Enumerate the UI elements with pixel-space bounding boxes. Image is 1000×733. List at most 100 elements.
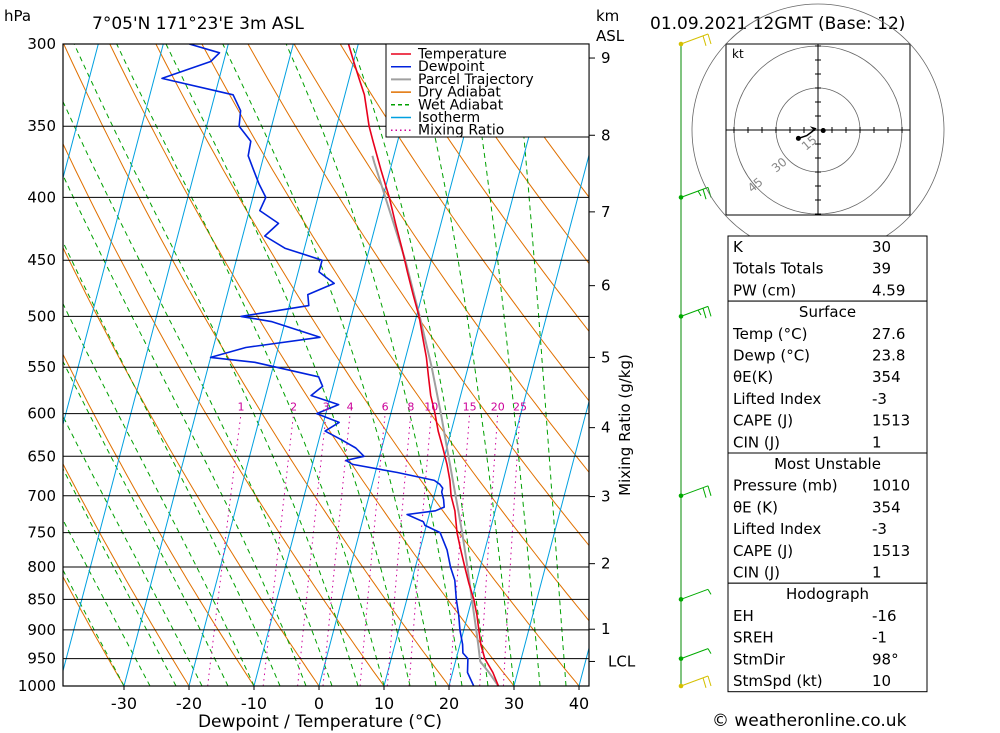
indices-row-value: 1 — [872, 433, 882, 451]
wind-barb-feather — [702, 308, 707, 319]
indices-row-value: 98° — [872, 650, 899, 668]
mixing-ratio-labels: 1 2 3 4 6 8 10 15 20 25 — [237, 401, 527, 414]
dry-adiabat-line — [431, 44, 589, 265]
pressure-tick-label: 650 — [27, 447, 56, 465]
mixing-ratio-lines — [207, 413, 521, 686]
indices-row-label: CAPE (J) — [733, 542, 793, 560]
hodograph-unit-label: kt — [732, 47, 744, 61]
parcel-trajectory-line — [371, 155, 500, 686]
dry-adiabat-line — [385, 44, 589, 333]
dry-adiabat-line — [63, 462, 190, 686]
isotherm-line — [188, 44, 359, 686]
height-km-label: 4 — [601, 419, 611, 437]
wind-barb-feather — [707, 485, 712, 496]
wind-level-dot — [678, 493, 684, 499]
indices-row-value: 354 — [872, 368, 901, 386]
pressure-tick-label: 400 — [27, 188, 56, 206]
isotherm-line — [63, 44, 164, 427]
wet-adiabat-line — [63, 174, 307, 686]
indices-row-value: -1 — [872, 629, 887, 647]
pressure-tick-labels: 300 350 400 450 500 550 600 650 700 750 800 850 900 9… — [18, 35, 56, 695]
wind-barb-feather — [702, 189, 707, 200]
temperature-tick-label: -30 — [111, 694, 137, 713]
km-asl-label: ASL — [596, 27, 625, 45]
pressure-tick-label: 850 — [27, 590, 56, 608]
dewpoint-line — [161, 44, 475, 686]
height-km-labels: 1 2 3 4 5 6 7 8 9 LCL — [589, 49, 636, 670]
wind-level-dot — [678, 314, 684, 319]
legend-label: Isotherm — [418, 110, 480, 126]
pressure-tick-label: 1000 — [18, 677, 56, 695]
indices-row-value: 354 — [872, 498, 901, 516]
indices-row-label: Lifted Index — [733, 520, 821, 538]
wet-adiabat-line — [514, 44, 567, 686]
mixing-ratio-label: 10 — [424, 401, 438, 414]
height-km-label: 1 — [601, 620, 611, 638]
wet-adiabat-line — [467, 44, 541, 686]
wind-profile — [678, 33, 712, 689]
wind-barb-feather — [697, 190, 702, 197]
height-km-label: 8 — [601, 126, 611, 144]
indices-row-label: PW (cm) — [733, 281, 796, 299]
isotherm-line — [123, 44, 294, 686]
wet-adiabat-line — [351, 44, 489, 686]
height-km-label: 6 — [601, 277, 611, 295]
pressure-tick-label: 900 — [27, 621, 56, 639]
indices-row-value: 1513 — [872, 412, 910, 430]
indices-row-value: 30 — [872, 238, 891, 256]
isotherm-line — [318, 44, 489, 686]
x-axis-title: Dewpoint / Temperature (°C) — [198, 712, 442, 732]
indices-row-value: 27.6 — [872, 325, 905, 343]
pressure-tick-label: 950 — [27, 650, 56, 668]
dry-adiabat-line — [339, 44, 589, 402]
height-km-label: 2 — [601, 555, 611, 573]
temperature-tick-label: 40 — [569, 694, 589, 713]
wet-adiabat-line — [63, 415, 203, 686]
hodograph-trace — [798, 126, 817, 140]
mixing-ratio-label: 1 — [237, 401, 244, 414]
indices-row-label: θE (K) — [733, 498, 778, 516]
mixing-ratio-line — [322, 413, 351, 686]
dry-adiabat-line — [63, 44, 450, 686]
temperature-tick-label: -20 — [176, 694, 202, 713]
indices-row-value: -3 — [872, 390, 887, 408]
isotherm-line — [513, 399, 589, 686]
hodograph-storm-dot — [820, 128, 826, 134]
dry-adiabat-line — [985, 44, 1000, 686]
pressure-tick-label: 450 — [27, 251, 56, 269]
pressure-tick-label: 300 — [27, 35, 56, 53]
wet-adiabat-line — [63, 360, 229, 686]
isotherm-line — [63, 44, 229, 673]
indices-section-title: Most Unstable — [774, 455, 881, 473]
mixing-ratio-line — [297, 413, 327, 686]
legend-label: Temperature — [417, 47, 507, 63]
dry-adiabat-line — [939, 44, 1000, 686]
legend-label: Dewpoint — [418, 59, 485, 75]
indices-row-label: Temp (°C) — [732, 325, 807, 343]
temperature-tick-label: -10 — [241, 694, 267, 713]
height-km-label: 3 — [601, 488, 611, 506]
pressure-tick-label: 550 — [27, 358, 56, 376]
wet-adiabat-line — [73, 44, 359, 686]
indices-row-value: -3 — [872, 520, 887, 538]
indices-row-label: Dewp (°C) — [733, 347, 810, 365]
indices-row-label: K — [733, 238, 744, 256]
mixing-ratio-label: 25 — [513, 401, 527, 414]
isotherm-line — [63, 44, 99, 180]
pressure-tick-label: 500 — [27, 307, 56, 325]
wind-barb-feather — [697, 309, 702, 316]
mixing-ratio-line — [262, 413, 295, 686]
pressure-tick-label: 800 — [27, 558, 56, 576]
pressure-tick-label: 750 — [27, 524, 56, 542]
datetime-title: 01.09.2021 12GMT (Base: 12) — [650, 14, 905, 34]
credit-text: © weatheronline.co.uk — [712, 711, 907, 731]
wind-barb-feather — [702, 677, 707, 688]
mixing-ratio-label: 4 — [347, 401, 354, 414]
indices-row-label: Pressure (mb) — [733, 477, 838, 495]
temperature-line — [347, 44, 500, 686]
pressure-tick-label: 700 — [27, 487, 56, 505]
temperature-tick-labels: -30 -20 -10 0 10 20 30 40 — [111, 686, 589, 713]
